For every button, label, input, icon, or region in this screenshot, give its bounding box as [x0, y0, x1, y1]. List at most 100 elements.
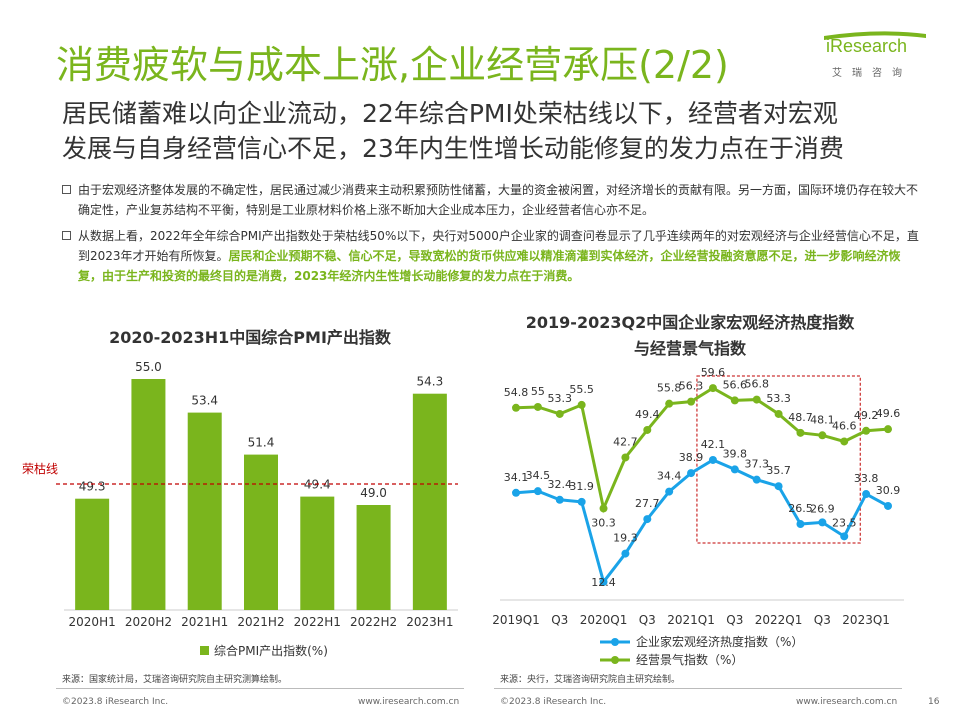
business-index-data-label: 46.6: [832, 419, 857, 432]
heat-index-point: [599, 577, 608, 586]
business-index-point: [884, 425, 892, 434]
legend-marker: [611, 638, 619, 646]
bullet-square-icon: [62, 185, 71, 194]
heat-index-point: [840, 532, 849, 541]
pmi-bar: [356, 505, 391, 610]
page-title: 消费疲软与成本上涨,企业经营承压(2/2): [56, 43, 729, 87]
heat-index-point: [818, 518, 827, 527]
pmi-x-tick-label: 2020H2: [125, 615, 172, 629]
business-index-point: [818, 431, 827, 440]
business-index-point: [533, 402, 542, 411]
business-index-point: [555, 409, 564, 418]
heat-index-point: [665, 487, 674, 496]
heat-index-data-label: 34.1: [504, 471, 529, 484]
confidence-chart-title-line-1: 2019-2023Q2中国企业家宏观经济热度指数: [525, 313, 855, 332]
pmi-bar-value-label: 51.4: [248, 436, 275, 450]
legend-marker: [611, 656, 619, 664]
confidence-chart-title: 2019-2023Q2中国企业家宏观经济热度指数 与经营景气指数: [480, 310, 900, 362]
confidence-line-chart: 34.134.532.431.9 12.4 19.3 27.7 34.4 38.942.1…: [492, 366, 904, 667]
business-index-data-label: 48.1: [810, 413, 835, 426]
heat-index-point: [862, 490, 871, 499]
heat-index-data-label: 26.5: [788, 502, 813, 515]
legend-label: 经营景气指数（%）: [636, 652, 743, 667]
business-index-data-label: 49.6: [876, 407, 901, 420]
pmi-x-tick-label: 2022H1: [294, 615, 341, 629]
website-left: www.iresearch.com.cn: [358, 697, 460, 707]
bullet-text-2-highlight: 居民和企业预期不稳、信心不足，导致宽松的货币供应难以精准滴灌到实体经济，企业经营…: [78, 249, 901, 283]
heat-index-point: [512, 488, 520, 497]
heat-index-data-label: 33.8: [854, 472, 879, 485]
business-index-point: [512, 403, 520, 412]
subtitle-line-2: 发展与自身经营信心不足，23年内生性增长动能修复的发力点在于消费: [62, 134, 844, 163]
page-number: 16: [928, 697, 940, 707]
pmi-bar-value-label: 54.3: [416, 375, 443, 389]
business-index-data-label: 56.6: [723, 378, 748, 391]
business-index-point: [840, 437, 849, 446]
business-index-point: [665, 399, 674, 408]
business-index-data-label: 53.3: [548, 392, 573, 405]
website-right: www.iresearch.com.cn: [796, 697, 898, 707]
business-index-point: [752, 395, 761, 404]
heat-index-point: [555, 495, 564, 504]
bullet-item: 从数据上看，2022年全年综合PMI产出指数处于荣枯线50%以下，央行对5000…: [62, 226, 922, 286]
heat-index-data-label: 32.4: [548, 478, 573, 491]
business-index-data-label: 42.7: [613, 435, 638, 448]
logo-chinese: 艾瑞咨询: [832, 68, 912, 79]
business-index-data-label: 56.8: [744, 378, 769, 391]
business-index-data-label: 55: [531, 385, 545, 398]
business-index-data-label: 54.8: [504, 386, 529, 399]
source-note-right: 来源：央行，艾瑞咨询研究院自主研究绘制。: [500, 675, 681, 685]
heat-index-data-label: 27.7: [635, 497, 660, 510]
pmi-x-tick-label: 2021H1: [181, 615, 228, 629]
reference-line-label: 荣枯线: [22, 461, 58, 476]
heat-index-point: [796, 520, 805, 529]
line-x-tick-label: 2022Q1: [755, 613, 803, 627]
highlight-box: [696, 375, 861, 544]
subtitle-line-1: 居民储蓄难以向企业流动，22年综合PMI处荣枯线以下，经营者对宏观: [62, 99, 838, 128]
business-index-point: [643, 425, 652, 434]
business-index-data-label: 55.8: [657, 382, 682, 395]
heat-index-data-label: 37.3: [744, 458, 769, 471]
pmi-x-tick-label: 2020H1: [69, 615, 116, 629]
heat-index-data-label: 19.3: [613, 532, 638, 545]
business-index-data-label: 49.4: [635, 408, 660, 421]
pmi-bar: [131, 379, 166, 610]
business-index-point: [687, 397, 696, 406]
confidence-chart-title-line-2: 与经营景气指数: [633, 339, 746, 358]
pmi-bar: [75, 498, 110, 610]
bullet-item: 由于宏观经济整体发展的不确定性，居民通过减少消费来主动积累预防性储蓄，大量的资金…: [62, 180, 922, 220]
business-index-point: [730, 396, 739, 405]
heat-index-point: [577, 497, 586, 506]
copyright-right: ©2023.8 iResearch Inc.: [500, 697, 607, 707]
business-index-point: [599, 504, 608, 513]
heat-index-data-label: 12.4: [591, 576, 616, 589]
bullet-square-icon: [62, 231, 71, 240]
heat-index-data-label: 35.7: [766, 464, 791, 477]
pmi-x-tick-label: 2022H2: [350, 615, 397, 629]
heat-index-point: [730, 465, 739, 474]
heat-index-data-label: 39.8: [723, 447, 748, 460]
pmi-bar-chart: 49.3 2020H1 55.0 2020H2 53.4 2021H1 51.4 2021H2…: [22, 360, 458, 658]
heat-index-data-label: 38.9: [679, 451, 704, 464]
pmi-x-tick-label: 2023H1: [406, 615, 453, 629]
footer-divider-right: [494, 688, 902, 689]
pmi-bar-value-label: 49.4: [304, 478, 331, 492]
heat-index-point: [687, 469, 696, 478]
heat-index-data-label: 23.5: [832, 516, 857, 529]
business-index-data-label: 53.3: [766, 392, 791, 405]
line-x-tick-label: 2019Q1: [492, 613, 540, 627]
business-index-data-label: 49.2: [854, 409, 879, 422]
heat-index-point: [752, 475, 761, 484]
logo-wordmark: iResearch: [826, 36, 908, 56]
pmi-chart-title: 2020-2023H1中国综合PMI产出指数: [109, 328, 391, 347]
bullet-text-1: 由于宏观经济整体发展的不确定性，居民通过减少消费来主动积累预防性储蓄，大量的资金…: [78, 183, 919, 217]
business-index-point: [621, 453, 630, 462]
heat-index-point: [643, 515, 652, 524]
heat-index-data-label: 26.9: [810, 502, 835, 515]
business-index-data-label: 55.5: [569, 383, 594, 396]
line-x-tick-label: 2021Q1: [667, 613, 715, 627]
pmi-bar-value-label: 49.0: [360, 486, 387, 500]
pmi-bar-value-label: 49.3: [79, 480, 106, 494]
legend-swatch: [200, 646, 209, 655]
line-x-tick-label: 2020Q1: [580, 613, 628, 627]
